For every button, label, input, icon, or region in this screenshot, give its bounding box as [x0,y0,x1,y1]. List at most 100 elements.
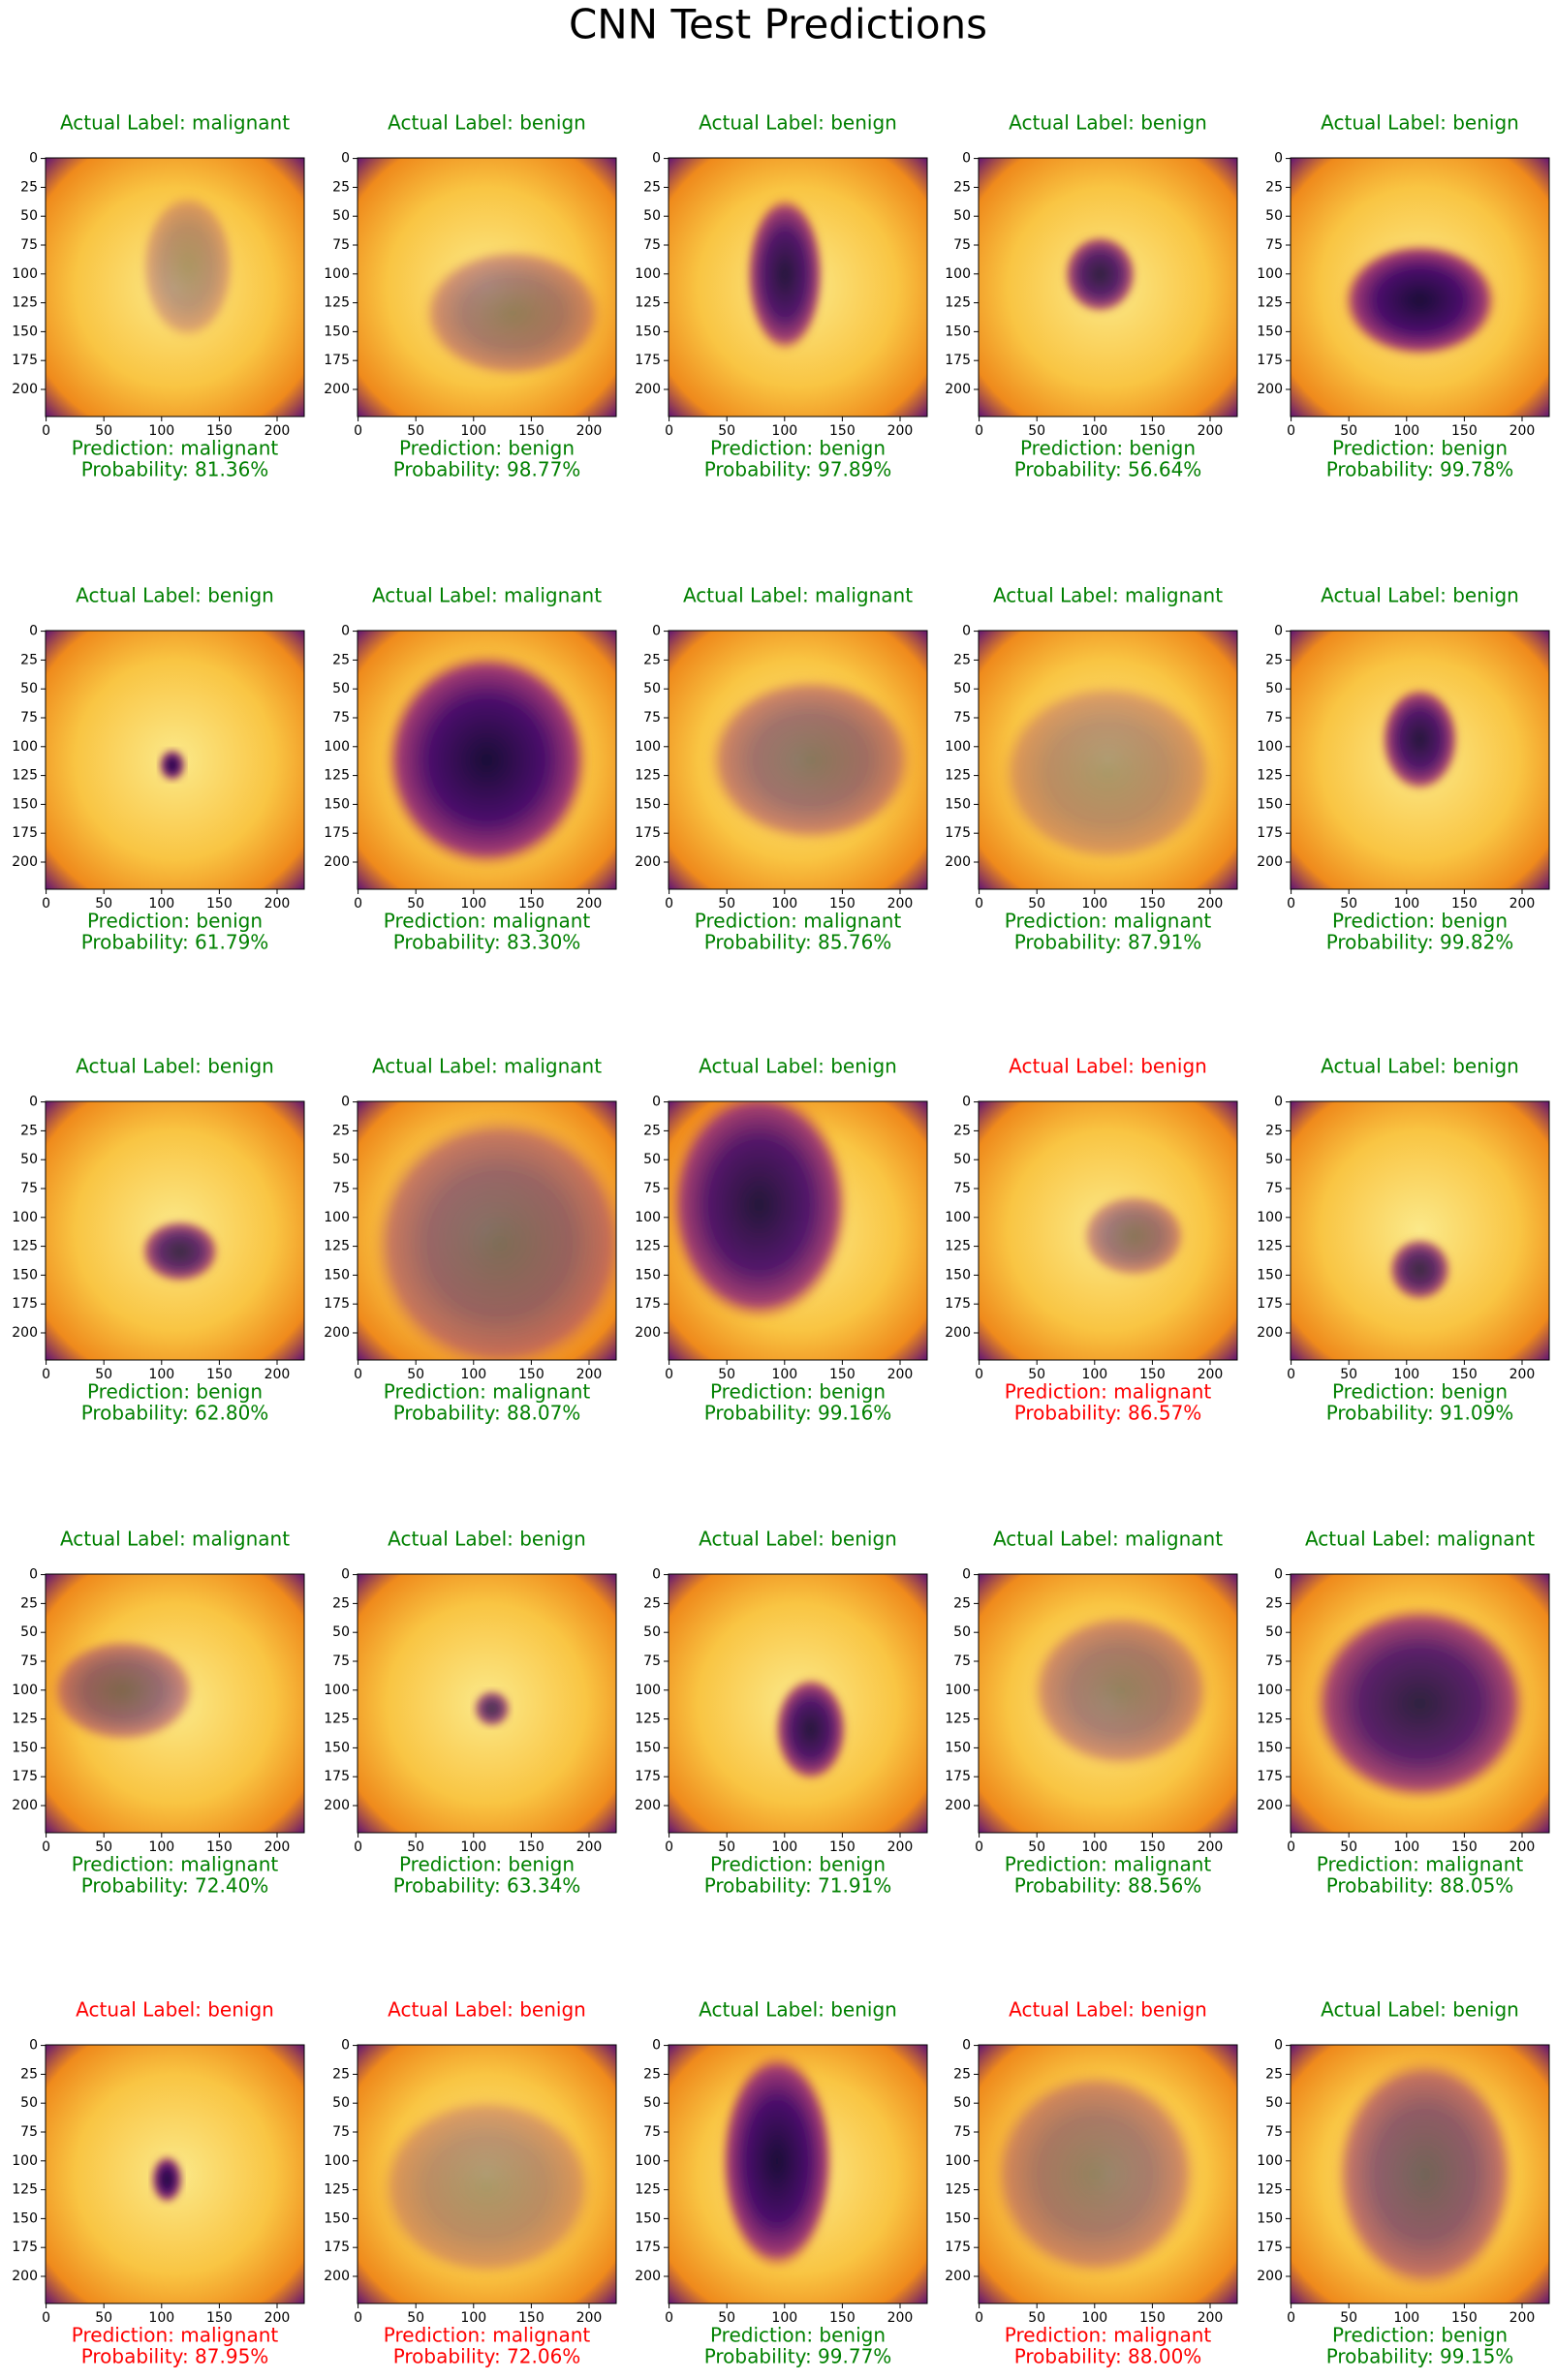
x-tick-label: 50 [1028,1839,1045,1855]
prediction-label: Prediction: malignant [1317,1853,1524,1876]
prediction-label: Prediction: benign [1020,437,1196,460]
y-tick-label: 75 [1265,1654,1283,1669]
lesion [421,248,604,378]
probability-label: Probability: 88.56% [1014,1874,1202,1898]
lesion-image [669,2045,927,2303]
y-tick-label: 175 [12,825,38,841]
x-tick-label: 50 [95,896,112,912]
x-tick-label: 50 [718,423,735,439]
y-tick-label: 150 [945,324,971,339]
lesion [707,677,915,843]
x-tick-label: 200 [1198,896,1224,912]
y-tick-label: 200 [12,2269,38,2284]
y-tick-label: 50 [953,681,971,696]
x-tick-label: 0 [1287,1367,1295,1382]
probability-label: Probability: 87.91% [1014,931,1202,954]
y-tick-label: 0 [962,624,971,639]
y-tick-label: 0 [652,2038,661,2054]
x-tick-label: 50 [1028,2310,1045,2326]
x-tick-label: 0 [975,1367,983,1382]
x-tick-label: 50 [407,1839,424,1855]
prediction-label: Prediction: malignant [1005,1853,1212,1876]
y-tick-label: 200 [12,1798,38,1813]
prediction-label: Prediction: malignant [1005,910,1212,933]
y-tick-label: 50 [20,1152,38,1167]
y-tick-label: 150 [635,2210,661,2226]
y-tick-label: 75 [20,1654,38,1669]
x-tick-label: 150 [206,1367,233,1382]
y-tick-label: 200 [1257,382,1283,397]
probability-label: Probability: 85.76% [704,931,892,954]
y-tick-label: 175 [12,2240,38,2255]
y-tick-label: 125 [12,295,38,311]
y-tick-label: 50 [20,208,38,224]
x-tick-label: 200 [887,2310,914,2326]
y-tick-label: 75 [643,710,661,726]
panel: 0 50 100 150 200 0 25 50 75 100 125 150 175 200 Actual… [12,584,305,954]
y-tick-label: 0 [652,1567,661,1583]
axes-frame [357,1100,617,1361]
lesion-image [46,158,304,417]
y-tick-label: 200 [945,382,971,397]
x-tick-label: 100 [148,423,174,439]
y-tick-label: 50 [953,1624,971,1640]
y-tick-label: 175 [635,1296,661,1312]
actual-label: Actual Label: malignant [372,584,602,607]
axes-frame [45,1573,305,1834]
y-tick-label: 200 [945,854,971,870]
x-tick-label: 200 [265,423,291,439]
lesion [774,1677,848,1781]
x-tick-label: 50 [95,423,112,439]
panel: 0 50 100 150 200 0 25 50 75 100 125 150 175 200 Actual… [324,111,617,481]
y-tick-label: 25 [643,652,661,667]
lesion [746,197,825,353]
axes-frame [978,1573,1238,1834]
prediction-label: Prediction: malignant [695,910,902,933]
lesion-image [979,1101,1237,1360]
lesion [140,1220,219,1283]
lesion-image [46,2045,304,2303]
probability-label: Probability: 99.15% [1326,2345,1514,2368]
lesion [1081,1194,1186,1278]
y-tick-label: 75 [643,237,661,253]
actual-label: Actual Label: benign [1009,111,1207,135]
y-tick-label: 125 [945,1239,971,1254]
prediction-label: Prediction: malignant [72,437,279,460]
x-tick-label: 200 [887,1839,914,1855]
x-tick-label: 150 [1139,1839,1166,1855]
y-tick-label: 75 [953,1654,971,1669]
y-tick-label: 100 [945,266,971,282]
y-tick-label: 100 [945,1683,971,1698]
lesion-image [46,1101,304,1360]
prediction-label: Prediction: malignant [1005,1380,1212,1404]
x-tick-label: 150 [829,1367,856,1382]
probability-label: Probability: 72.40% [81,1874,269,1898]
actual-label: Actual Label: malignant [1305,1528,1535,1551]
y-tick-label: 150 [635,1267,661,1283]
y-tick-label: 100 [324,1210,350,1225]
x-tick-label: 150 [518,896,545,912]
x-tick-label: 0 [354,423,362,439]
probability-label: Probability: 99.82% [1326,931,1514,954]
x-tick-label: 100 [771,1367,797,1382]
y-tick-label: 125 [635,768,661,784]
x-tick-label: 0 [975,1839,983,1855]
panel: 0 50 100 150 200 0 25 50 75 100 125 150 175 200 Actual… [635,111,928,481]
x-tick-label: 200 [265,1839,291,1855]
x-tick-label: 50 [407,1367,424,1382]
y-tick-label: 150 [12,796,38,812]
y-tick-label: 150 [1257,796,1283,812]
probability-label: Probability: 86.57% [1014,1402,1202,1425]
y-tick-label: 75 [643,1654,661,1669]
y-tick-label: 100 [324,739,350,755]
y-tick-label: 0 [962,151,971,167]
y-tick-label: 100 [635,266,661,282]
y-tick-label: 125 [635,295,661,311]
y-tick-label: 75 [332,2124,350,2140]
lesion [1030,1613,1212,1769]
x-tick-label: 200 [576,423,603,439]
y-tick-label: 150 [635,1740,661,1755]
x-tick-label: 200 [1198,423,1224,439]
y-tick-label: 25 [953,1123,971,1138]
